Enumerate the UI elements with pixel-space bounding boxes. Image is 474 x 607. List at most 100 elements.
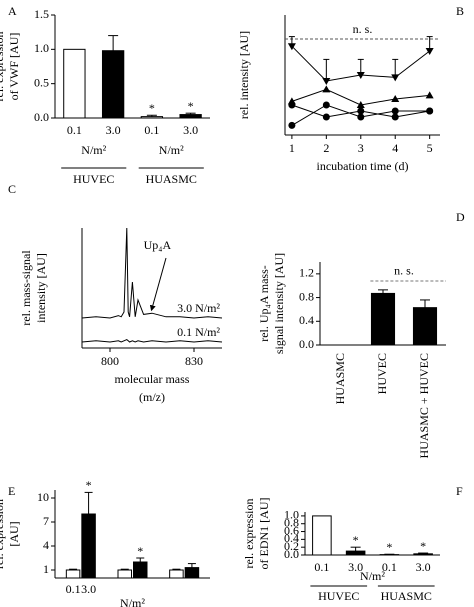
y-tick-label: 7: [43, 514, 49, 528]
marker: [391, 74, 400, 82]
y-tick-label: 0.4: [299, 313, 314, 327]
panel-letter: D: [456, 210, 465, 224]
y-tick-label: 0.8: [299, 289, 314, 303]
x-axis-label: molecular mass: [115, 372, 190, 386]
y-axis-label: rel. expression: [242, 499, 256, 569]
panel-letter: A: [8, 4, 17, 18]
category-label: 3.0: [106, 123, 121, 137]
y-tick-label: 10: [37, 490, 49, 504]
y-tick-label: 0.4: [284, 531, 299, 545]
bar: [117, 569, 132, 579]
bar: [345, 550, 366, 556]
significance: *: [353, 533, 359, 547]
y-axis-label: rel. Up₄A mass-: [257, 265, 271, 342]
x-axis-label: (m/z): [139, 390, 165, 404]
bar: [413, 553, 433, 556]
marker: [288, 121, 296, 129]
bar: [65, 569, 81, 579]
unit-label: N/m²: [81, 143, 106, 157]
group-label: HUASMC: [381, 589, 432, 603]
y-axis-label: rel. mass-signal: [19, 250, 33, 326]
y-axis-label: rel. expression: [0, 499, 6, 569]
bar: [184, 567, 200, 579]
y-tick-label: 1.5: [34, 7, 49, 21]
series-label: 0.1: [66, 582, 81, 596]
annotation-arrow: [149, 257, 167, 312]
bar: [169, 569, 184, 579]
bar: [133, 561, 148, 579]
unit-label: N/m²: [360, 569, 385, 583]
category-label: 0.1: [314, 560, 329, 574]
marker: [322, 101, 330, 109]
marker: [425, 48, 434, 55]
significance: *: [137, 544, 143, 558]
y-axis-label: of VWF [AU]: [7, 33, 21, 101]
series-line: [81, 227, 223, 319]
x-tick-label: 830: [185, 354, 203, 368]
unit-label: N/m²: [159, 143, 184, 157]
marker: [287, 43, 296, 51]
significance: *: [149, 101, 155, 115]
bar: [412, 307, 438, 346]
y-axis-label: signal intensity [AU]: [272, 253, 286, 354]
series-label: 3.0 N/m²: [177, 301, 220, 315]
y-tick-label: 0.6: [284, 523, 299, 537]
x-tick-label: 5: [427, 141, 433, 155]
x-tick-label: 1: [289, 141, 295, 155]
marker: [391, 107, 399, 115]
category-label: HUASMC + HUVEC: [417, 353, 431, 458]
panel-letter: B: [456, 4, 464, 18]
panel-letter: F: [456, 484, 463, 498]
series-line: [81, 339, 223, 343]
category-label: HUASMC: [333, 353, 347, 404]
x-tick-label: 3: [358, 141, 364, 155]
reference-label: n. s.: [353, 22, 373, 36]
series-label: 0.1 N/m²: [177, 325, 220, 339]
y-tick-label: 0.5: [34, 75, 49, 89]
y-tick-label: 1.2: [299, 266, 314, 280]
y-tick-label: 0.8: [284, 515, 299, 529]
panel-letter: E: [8, 484, 15, 498]
marker: [356, 72, 365, 79]
bar: [312, 515, 332, 556]
y-axis-label: rel. intensity [AU]: [237, 31, 251, 119]
y-tick-label: 0.0: [34, 110, 49, 124]
annotation: Up₄A: [144, 238, 172, 252]
x-axis-label: incubation time (d): [317, 159, 409, 173]
bar: [101, 50, 125, 119]
x-tick-label: 4: [392, 141, 398, 155]
y-axis-label: of EDN1 [AU]: [257, 498, 271, 570]
marker: [391, 113, 399, 121]
panel-letter: C: [8, 182, 16, 196]
marker: [356, 101, 365, 108]
bar: [81, 513, 96, 579]
bar: [140, 116, 164, 119]
bar: [370, 292, 396, 346]
marker: [322, 78, 331, 85]
marker: [322, 85, 331, 93]
marker: [391, 95, 400, 102]
category-label: 0.1: [67, 123, 82, 137]
reference-label: n. s.: [394, 264, 414, 278]
y-tick-label: 0.0: [284, 547, 299, 561]
category-label: 3.0: [416, 560, 431, 574]
group-label: HUVEC: [318, 589, 359, 603]
bar: [63, 48, 86, 119]
marker: [426, 107, 434, 115]
category-label: HUVEC: [375, 353, 389, 394]
y-axis-label: rel. expression: [0, 32, 6, 102]
significance: *: [86, 478, 92, 492]
category-label: 0.1: [382, 560, 397, 574]
y-axis-label: intensity [AU]: [34, 253, 48, 323]
y-tick-label: 4: [43, 538, 49, 552]
series-label: 3.0: [81, 582, 96, 596]
marker: [288, 101, 296, 109]
y-tick-label: 1.0: [34, 41, 49, 55]
category-label: 3.0: [183, 123, 198, 137]
group-label: HUASMC: [146, 172, 197, 186]
group-label: HUVEC: [73, 172, 114, 186]
significance: *: [386, 540, 392, 554]
significance: *: [188, 99, 194, 113]
y-axis-label: [AU]: [7, 521, 21, 546]
